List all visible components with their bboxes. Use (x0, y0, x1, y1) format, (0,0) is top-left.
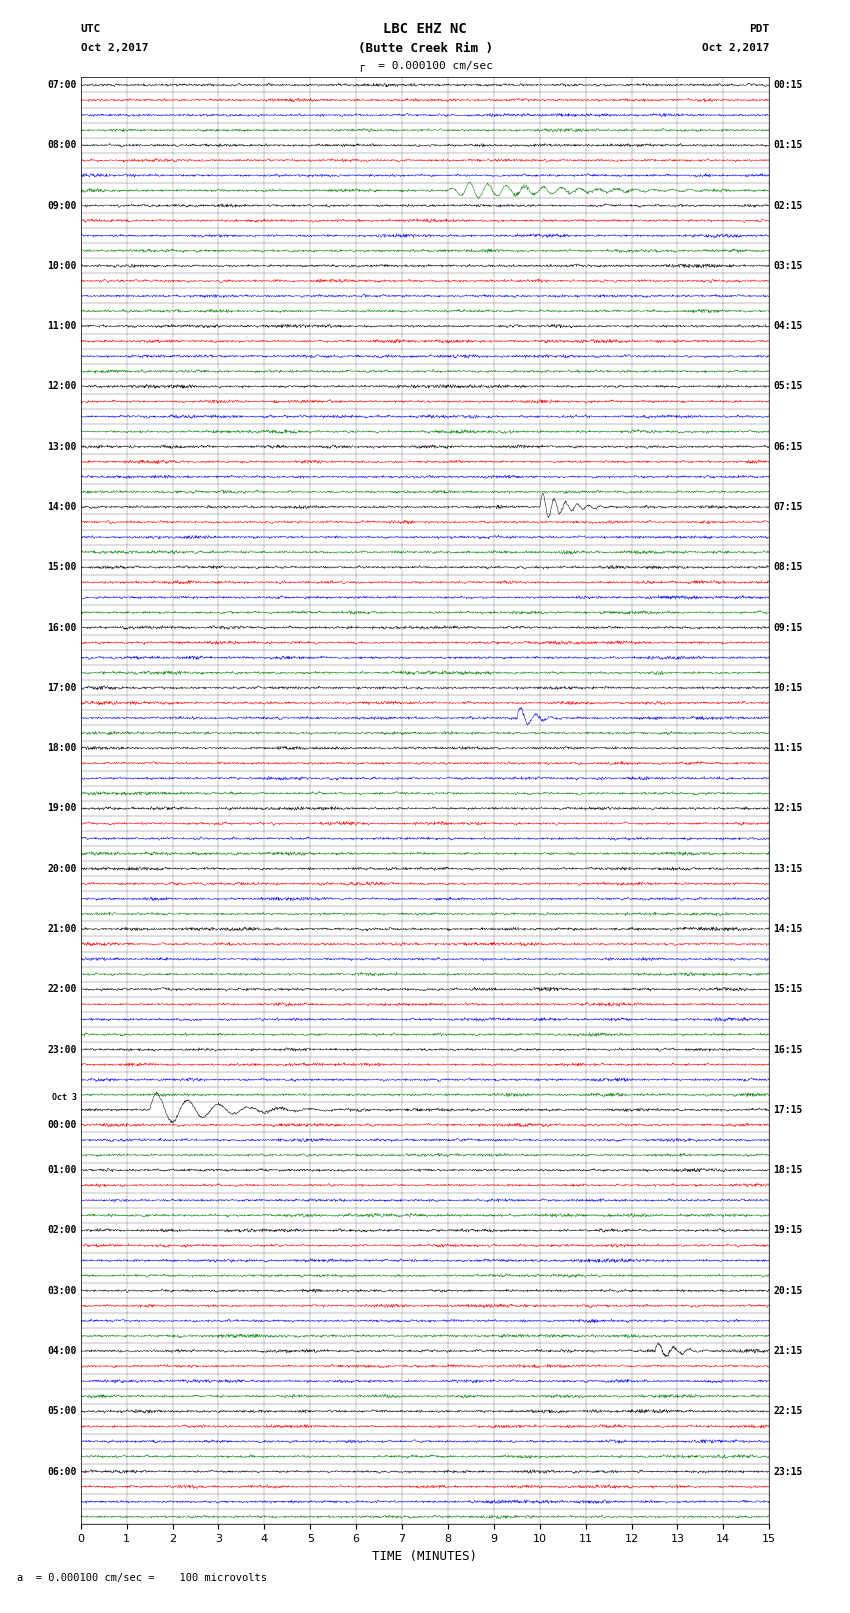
Text: 05:00: 05:00 (47, 1407, 76, 1416)
Text: 19:00: 19:00 (47, 803, 76, 813)
Text: UTC: UTC (81, 24, 101, 34)
Text: 12:00: 12:00 (47, 381, 76, 392)
Text: 13:15: 13:15 (774, 863, 803, 874)
Text: 18:00: 18:00 (47, 744, 76, 753)
Text: 09:15: 09:15 (774, 623, 803, 632)
Text: 13:00: 13:00 (47, 442, 76, 452)
Text: a  = 0.000100 cm/sec =    100 microvolts: a = 0.000100 cm/sec = 100 microvolts (17, 1573, 267, 1582)
Text: 10:15: 10:15 (774, 682, 803, 694)
Text: 23:00: 23:00 (47, 1045, 76, 1055)
Text: 18:15: 18:15 (774, 1165, 803, 1176)
Text: 16:15: 16:15 (774, 1045, 803, 1055)
Text: 15:15: 15:15 (774, 984, 803, 994)
Text: 03:00: 03:00 (47, 1286, 76, 1295)
Text: 02:00: 02:00 (47, 1226, 76, 1236)
Text: 05:15: 05:15 (774, 381, 803, 392)
Text: 21:00: 21:00 (47, 924, 76, 934)
Text: 07:00: 07:00 (47, 81, 76, 90)
Text: 07:15: 07:15 (774, 502, 803, 511)
Text: 02:15: 02:15 (774, 200, 803, 211)
Text: Oct 3: Oct 3 (52, 1092, 76, 1102)
Text: 00:00: 00:00 (47, 1119, 76, 1129)
Text: Oct 2,2017: Oct 2,2017 (702, 44, 769, 53)
Text: 22:00: 22:00 (47, 984, 76, 994)
Text: 20:00: 20:00 (47, 863, 76, 874)
Text: 03:15: 03:15 (774, 261, 803, 271)
Text: 12:15: 12:15 (774, 803, 803, 813)
Text: 17:15: 17:15 (774, 1105, 803, 1115)
Text: 11:15: 11:15 (774, 744, 803, 753)
Text: PDT: PDT (749, 24, 769, 34)
Text: Oct 2,2017: Oct 2,2017 (81, 44, 148, 53)
Text: 10:00: 10:00 (47, 261, 76, 271)
Text: 04:00: 04:00 (47, 1345, 76, 1357)
Text: 22:15: 22:15 (774, 1407, 803, 1416)
Text: ┌  = 0.000100 cm/sec: ┌ = 0.000100 cm/sec (358, 61, 492, 71)
Text: 00:15: 00:15 (774, 81, 803, 90)
Text: 17:00: 17:00 (47, 682, 76, 694)
X-axis label: TIME (MINUTES): TIME (MINUTES) (372, 1550, 478, 1563)
Text: 01:00: 01:00 (47, 1165, 76, 1176)
Text: 21:15: 21:15 (774, 1345, 803, 1357)
Text: 14:00: 14:00 (47, 502, 76, 511)
Text: 20:15: 20:15 (774, 1286, 803, 1295)
Text: 08:15: 08:15 (774, 563, 803, 573)
Text: 19:15: 19:15 (774, 1226, 803, 1236)
Text: 14:15: 14:15 (774, 924, 803, 934)
Text: LBC EHZ NC: LBC EHZ NC (383, 23, 467, 35)
Text: 06:15: 06:15 (774, 442, 803, 452)
Text: 09:00: 09:00 (47, 200, 76, 211)
Text: 06:00: 06:00 (47, 1466, 76, 1476)
Text: 01:15: 01:15 (774, 140, 803, 150)
Text: 08:00: 08:00 (47, 140, 76, 150)
Text: 16:00: 16:00 (47, 623, 76, 632)
Text: 23:15: 23:15 (774, 1466, 803, 1476)
Text: 15:00: 15:00 (47, 563, 76, 573)
Text: (Butte Creek Rim ): (Butte Creek Rim ) (358, 42, 492, 55)
Text: 11:00: 11:00 (47, 321, 76, 331)
Text: 04:15: 04:15 (774, 321, 803, 331)
